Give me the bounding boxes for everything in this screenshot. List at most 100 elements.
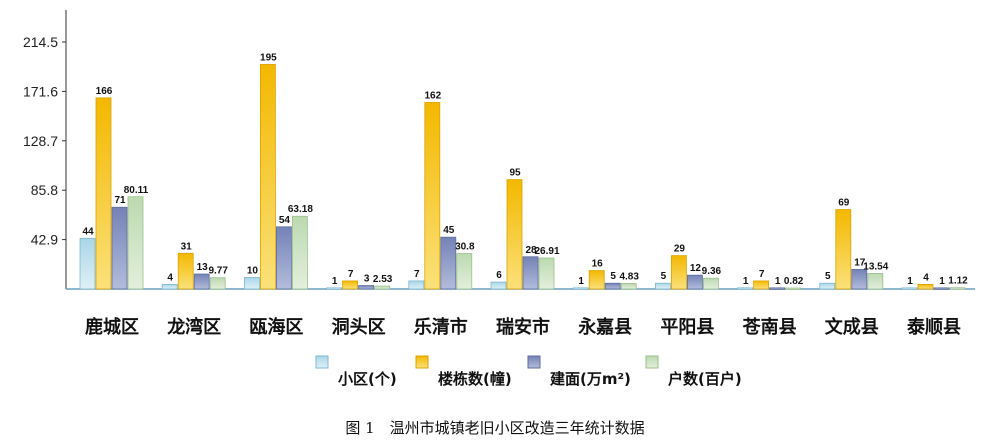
legend-label: 建面(万m²) xyxy=(550,370,631,388)
data-label: 1 xyxy=(578,276,584,287)
data-label: 71 xyxy=(114,195,126,206)
bar xyxy=(490,281,507,290)
bar xyxy=(342,280,359,290)
bar xyxy=(819,282,836,290)
data-label: 1 xyxy=(939,276,945,287)
bar xyxy=(655,282,671,290)
legend-label: 小区(个) xyxy=(338,370,397,388)
category-label: 龙湾区 xyxy=(167,316,221,338)
bar xyxy=(538,257,555,290)
category-labels: 鹿城区 龙湾区 瓯海区 洞头区 乐清市 瑞安市 永嘉县 平阳县 苍南县 文成县 泰顺县 xyxy=(85,316,961,338)
bar xyxy=(177,252,194,290)
bar xyxy=(374,285,391,290)
data-label: 44 xyxy=(82,226,94,237)
legend-label: 楼栋数(幢) xyxy=(438,370,512,388)
data-label: 1 xyxy=(775,276,781,287)
data-label: 4 xyxy=(167,272,173,283)
bar xyxy=(867,273,884,290)
data-label: 5 xyxy=(610,271,616,282)
figure-caption: 图 1 温州市城镇老旧小区改造三年统计数据 xyxy=(345,419,644,437)
y-axis-ticks: 42.9 85.8 128.7 171.6 214.5 xyxy=(23,34,66,248)
bar xyxy=(358,285,375,290)
data-label: 80.11 xyxy=(124,185,149,196)
data-label: 26.91 xyxy=(534,246,559,257)
data-label: 13.54 xyxy=(863,261,888,272)
data-label: 9.77 xyxy=(208,266,228,277)
bar xyxy=(291,215,308,290)
bar xyxy=(687,274,703,290)
legend-label: 户数(百户) xyxy=(668,370,742,388)
bar xyxy=(785,287,801,290)
category-label: 泰顺县 xyxy=(906,316,961,338)
bar xyxy=(917,283,934,290)
data-label: 4.83 xyxy=(619,271,639,282)
legend-swatch xyxy=(415,355,429,369)
category-label: 洞头区 xyxy=(332,317,386,338)
data-label: 1.12 xyxy=(948,276,968,287)
data-label: 166 xyxy=(96,86,113,97)
data-label: 13 xyxy=(197,262,209,273)
bar xyxy=(753,280,769,290)
data-label: 63.18 xyxy=(288,204,313,215)
data-label: 9.36 xyxy=(702,266,722,277)
category-label: 鹿城区 xyxy=(85,316,139,338)
bar xyxy=(456,253,473,290)
bar-series xyxy=(79,64,966,290)
bar xyxy=(769,287,785,290)
y-tick-label: 128.7 xyxy=(23,133,58,149)
bar xyxy=(424,102,441,290)
data-label: 54 xyxy=(279,215,291,226)
data-label: 16 xyxy=(592,259,604,270)
bar xyxy=(95,97,112,290)
bar xyxy=(522,256,539,290)
data-label: 1 xyxy=(907,276,913,287)
data-label: 12 xyxy=(690,263,702,274)
data-label: 7 xyxy=(414,269,420,280)
data-label: 2.53 xyxy=(373,274,393,285)
bar xyxy=(259,64,276,290)
data-label: 195 xyxy=(260,52,277,63)
data-label: 95 xyxy=(509,168,521,179)
bar xyxy=(326,287,343,290)
bar xyxy=(851,269,868,290)
bar xyxy=(506,179,523,290)
bar xyxy=(111,206,128,290)
data-label: 6 xyxy=(496,270,502,281)
category-label: 苍南县 xyxy=(742,316,797,338)
bar xyxy=(161,283,178,290)
data-label: 45 xyxy=(443,225,455,236)
data-label: 17 xyxy=(854,257,866,268)
bar xyxy=(193,273,210,290)
bar xyxy=(588,270,605,290)
y-tick-label: 85.8 xyxy=(31,182,58,198)
bar xyxy=(949,287,966,290)
category-label: 平阳县 xyxy=(660,317,714,338)
category-label: 瑞安市 xyxy=(496,316,550,338)
data-label: 5 xyxy=(661,271,667,282)
data-label: 1 xyxy=(332,276,338,287)
legend: 小区(个) 楼栋数(幢) 建面(万m²) 户数(百户) xyxy=(315,355,742,388)
bar xyxy=(901,287,918,290)
bar xyxy=(572,287,589,290)
data-label: 7 xyxy=(759,269,765,280)
category-label: 乐清市 xyxy=(414,316,468,338)
bar xyxy=(127,196,144,290)
category-label: 瓯海区 xyxy=(249,316,303,338)
bar xyxy=(703,277,719,290)
legend-swatch xyxy=(527,355,541,369)
category-label: 文成县 xyxy=(825,316,879,338)
bar xyxy=(737,287,753,290)
y-tick-label: 214.5 xyxy=(23,34,58,50)
y-tick-label: 171.6 xyxy=(23,83,58,99)
data-label: 30.8 xyxy=(455,242,475,253)
bar xyxy=(620,283,637,290)
legend-swatch xyxy=(315,355,329,369)
data-label: 10 xyxy=(247,265,259,276)
data-label: 1 xyxy=(743,276,749,287)
data-label: 29 xyxy=(674,244,686,255)
bar xyxy=(243,277,260,290)
data-label: 5 xyxy=(825,271,831,282)
bar xyxy=(79,237,96,290)
